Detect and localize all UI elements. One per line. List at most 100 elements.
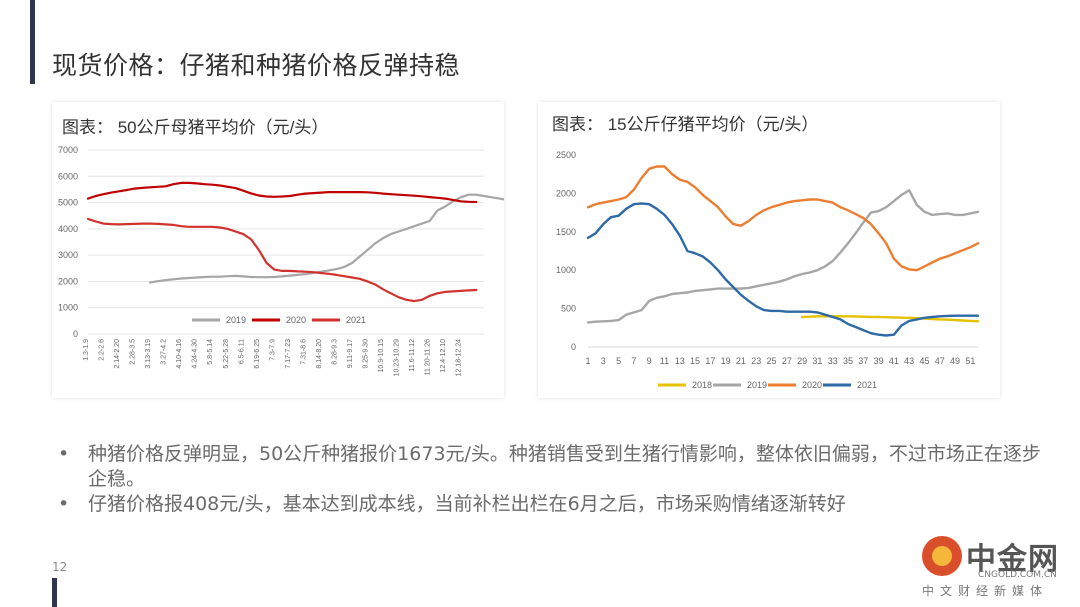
x-tick-label: 6.5-6.11 <box>238 339 245 364</box>
x-tick-label: 13 <box>675 356 685 366</box>
watermark-name: 中金网 <box>966 542 1059 577</box>
x-tick-label: 6.19-6.25 <box>254 339 261 369</box>
grid <box>88 149 484 335</box>
series-line-2018 <box>800 315 980 323</box>
bullet-dot: • <box>58 493 70 515</box>
sow-price-chart-panel: 图表： 50公斤母猪平均价（元/头） 0 1000 2000 3000 4000 5000… <box>52 102 540 398</box>
x-tick-label: 10.23-10.29 <box>394 339 401 376</box>
bullet-list: • 种猪价格反弹明显，50公斤种猪报价1673元/头。种猪销售受到生猪行情影响，整… <box>58 442 1048 517</box>
x-tick-label: 5.22-5.28 <box>223 339 230 369</box>
x-tick-label: 4.10-4.16 <box>176 339 183 369</box>
x-tick-label: 49 <box>950 356 960 366</box>
watermark-slogan: 中文财经新媒体 <box>922 584 1049 598</box>
watermark-logo-icon <box>922 536 962 576</box>
x-tick-label: 12.4-12.10 <box>440 339 447 373</box>
legend-label: 2019 <box>226 315 246 325</box>
chart-title: 图表： 50公斤母猪平均价（元/头） <box>62 118 328 137</box>
series-lines <box>86 181 540 303</box>
y-axis-ticks: 0 1000 2000 3000 4000 5000 6000 7000 <box>58 145 78 339</box>
legend-label: 2020 <box>802 380 822 390</box>
series-line-2019 <box>586 189 980 324</box>
title-accent-bar <box>30 0 35 84</box>
series-line-2019 <box>148 193 540 284</box>
y-tick-label: 500 <box>561 304 576 314</box>
slide-title: 现货价格：仔猪和种猪价格反弹持稳 <box>52 51 461 80</box>
x-tick-label: 45 <box>919 356 929 366</box>
y-tick-label: 1000 <box>556 265 576 275</box>
x-tick-label: 2.28-3.5 <box>130 339 137 365</box>
bullet-item: • 仔猪价格报408元/头，基本达到成本线，当前补栏出栏在6月之后，市场采购情绪逐… <box>58 492 1048 517</box>
footer-accent-bar <box>52 578 57 607</box>
piglet-price-chart: 图表： 15公斤仔猪平均价（元/头） 05001000150020002500 … <box>552 115 980 390</box>
x-tick-label: 11.20-11.26 <box>425 339 432 375</box>
series-line-2020 <box>586 165 980 272</box>
x-tick-label: 5.8-5.14 <box>207 339 214 365</box>
x-tick-label: 7.17-7.23 <box>285 339 292 369</box>
series-line-2020 <box>86 181 478 204</box>
x-tick-label: 33 <box>828 356 838 366</box>
x-tick-label: 3.27-4.2 <box>161 339 168 365</box>
watermark: 中金网 CNGOLD.COM.CN 中文财经新媒体 <box>908 534 1078 604</box>
x-tick-label: 3.13-3.19 <box>145 339 152 369</box>
y-tick-label: 7000 <box>58 145 78 155</box>
x-tick-label: 47 <box>935 356 945 366</box>
y-tick-label: 5000 <box>58 198 78 208</box>
x-tick-label: 9.25-9.30 <box>363 339 370 369</box>
x-tick-label: 41 <box>889 356 899 366</box>
x-tick-label: 9 <box>647 356 652 366</box>
x-tick-label: 11.6-11.12 <box>409 339 416 372</box>
bullet-text: 种猪价格反弹明显，50公斤种猪报价1673元/头。种猪销售受到生猪行情影响，整体… <box>88 443 1041 490</box>
y-axis-ticks: 0 500 1000 1500 2000 2500 <box>556 150 576 352</box>
bullet-text: 仔猪价格报408元/头，基本达到成本线，当前补栏出栏在6月之后，市场采购情绪逐渐… <box>88 493 846 515</box>
x-tick-label: 1 <box>585 356 590 366</box>
series-line-2021 <box>586 202 980 337</box>
x-axis-ticks: 1.3-1.9 2.2-2.6 2.14-2.20 2.28-3.5 3.13-3.19… <box>83 339 463 376</box>
x-tick-label: 29 <box>797 356 807 366</box>
page-number: 12 <box>52 560 68 574</box>
y-tick-label: 6000 <box>58 171 78 181</box>
x-tick-label: 2.14-2.20 <box>114 339 121 369</box>
x-axis-ticks: 1 3 5 7 9 11 13 15 17 19 21 23 25 27 29 31 33 35 37 39 41 43 4… <box>585 356 975 366</box>
legend: 2018 2019 2020 2021 <box>658 380 877 390</box>
series-lines <box>586 165 980 337</box>
x-tick-label: 5 <box>616 356 621 366</box>
series-line-2021 <box>86 217 478 303</box>
x-tick-label: 35 <box>843 356 853 366</box>
x-tick-label: 7 <box>631 356 636 366</box>
chart-title: 图表： 15公斤仔猪平均价（元/头） <box>552 115 818 134</box>
legend-label: 2021 <box>857 380 877 390</box>
x-tick-label: 3 <box>601 356 606 366</box>
x-tick-label: 8.14-8.20 <box>316 339 323 369</box>
sow-price-chart: 图表： 50公斤母猪平均价（元/头） 0 1000 2000 3000 4000 5000… <box>58 118 540 376</box>
x-tick-label: 11 <box>660 356 669 366</box>
x-tick-label: 12.18-12.24 <box>456 339 463 376</box>
x-tick-label: 17 <box>705 356 715 366</box>
x-tick-label: 7.31-8.6 <box>300 339 307 365</box>
x-tick-label: 19 <box>721 356 731 366</box>
x-tick-label: 51 <box>965 356 975 366</box>
piglet-price-chart-panel: 图表： 15公斤仔猪平均价（元/头） 0 500 1000 1500 2000 2500 … <box>538 102 1000 398</box>
y-tick-label: 4000 <box>58 224 78 234</box>
x-tick-label: 21 <box>736 356 746 366</box>
x-tick-label: 9.11-9.17 <box>347 339 354 368</box>
y-tick-label: 0 <box>571 342 576 352</box>
x-tick-label: 10.9-10.15 <box>378 339 385 373</box>
x-tick-label: 7.3-7.9 <box>269 339 276 361</box>
watermark-domain: CNGOLD.COM.CN <box>978 570 1057 580</box>
legend-label: 2020 <box>286 315 306 325</box>
x-tick-label: 23 <box>751 356 761 366</box>
x-tick-label: 2.2-2.6 <box>99 339 106 361</box>
x-tick-label: 1.3-1.9 <box>83 339 90 361</box>
legend-label: 2021 <box>346 315 366 325</box>
y-tick-label: 3000 <box>58 250 78 260</box>
bullet-item: • 种猪价格反弹明显，50公斤种猪报价1673元/头。种猪销售受到生猪行情影响，整… <box>58 442 1048 492</box>
x-tick-label: 37 <box>858 356 868 366</box>
y-tick-label: 2000 <box>556 188 576 198</box>
x-tick-label: 27 <box>782 356 792 366</box>
y-tick-label: 2000 <box>58 276 78 286</box>
legend: 2019 2020 2021 <box>192 315 366 325</box>
x-tick-label: 8.28-9.3 <box>331 339 338 365</box>
y-tick-label: 2500 <box>556 150 576 160</box>
legend-label: 2018 <box>692 380 712 390</box>
legend-label: 2019 <box>747 380 767 390</box>
